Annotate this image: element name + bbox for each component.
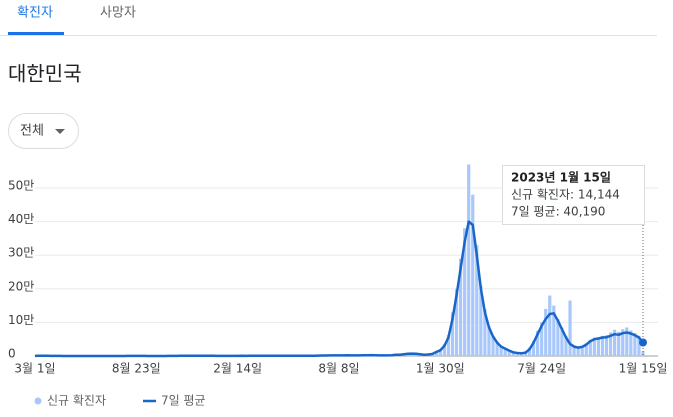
tab[interactable]: 확진자	[17, 6, 53, 21]
bar	[471, 195, 474, 356]
filter-label: 전체	[20, 124, 44, 139]
region-title: 대한민국	[8, 62, 82, 86]
y-tick-label: 10만	[8, 313, 34, 327]
y-tick-label: 50만	[8, 179, 34, 193]
x-tick-label: 8월 8일	[318, 362, 359, 376]
x-tick-label: 7월 24일	[517, 362, 566, 376]
tab[interactable]: 사망자	[100, 6, 136, 21]
bar	[568, 301, 571, 356]
bar	[548, 296, 551, 356]
bar	[597, 337, 600, 356]
tooltip-line: 7일 평균: 40,190	[511, 205, 605, 219]
y-tick-label: 30만	[8, 246, 34, 260]
legend-label: 신규 확진자	[47, 394, 106, 408]
hover-dot	[639, 338, 647, 346]
y-tick-label: 40만	[8, 212, 34, 226]
tooltip-title: 2023년 1월 15일	[511, 170, 611, 185]
tooltip-line: 신규 확진자: 14,144	[511, 188, 620, 202]
x-tick-label: 3월 1일	[14, 362, 55, 376]
legend-swatch	[35, 398, 42, 405]
x-tick-label: 1월 30일	[416, 362, 465, 376]
x-tick-label: 2월 14일	[213, 362, 262, 376]
bar	[467, 164, 470, 356]
tab-indicator	[8, 32, 64, 35]
x-tick-label: 1월 15일	[619, 362, 668, 376]
y-tick-label: 0	[8, 347, 16, 361]
legend-label: 7일 평균	[161, 394, 206, 408]
x-tick-label: 8월 23일	[112, 362, 161, 376]
y-tick-label: 20만	[8, 279, 34, 293]
